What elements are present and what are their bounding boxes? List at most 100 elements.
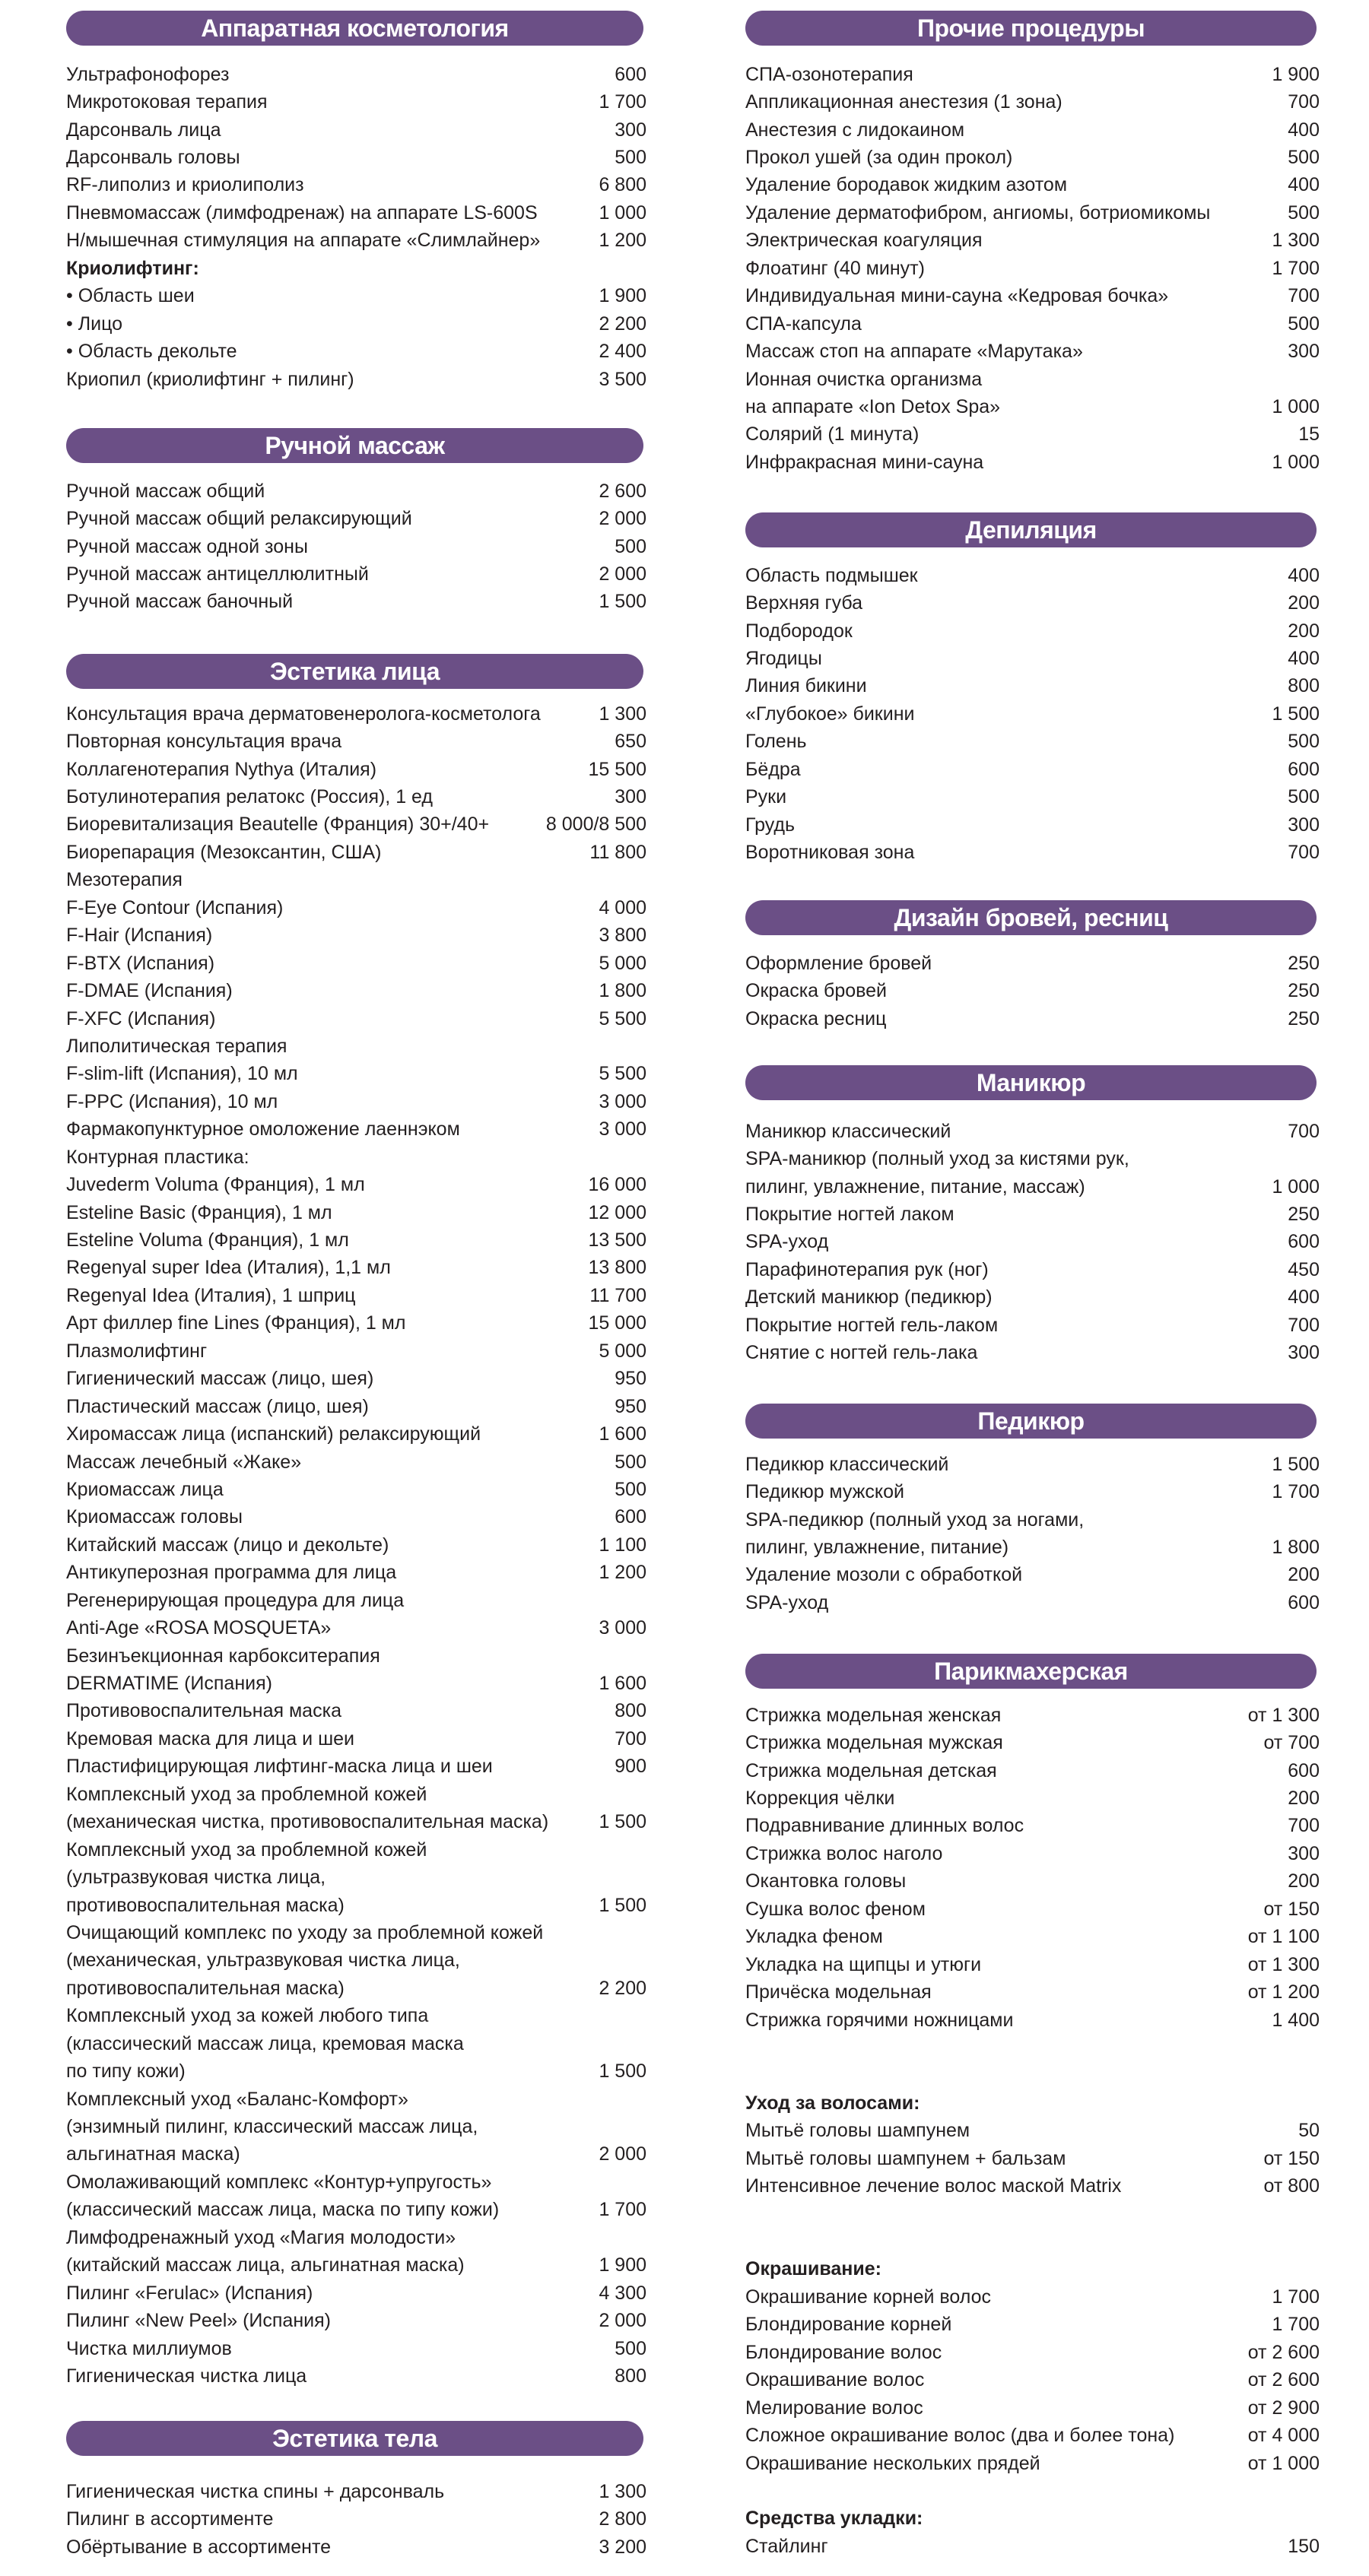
price-row: Гигиеническая чистка лица 800 bbox=[66, 2362, 646, 2390]
price-row: Криомассаж головы 600 bbox=[66, 1504, 646, 1531]
service-price: от 800 bbox=[1263, 2175, 1320, 2197]
price-row: F-XFC (Испания) 5 500 bbox=[66, 1005, 646, 1033]
service-price: от 1 000 bbox=[1247, 2452, 1320, 2474]
price-row: RF-липолиз и криолиполиз 6 800 bbox=[66, 172, 646, 199]
service-price: 1 600 bbox=[599, 1673, 646, 1695]
price-row: Повторная консультация врача 650 bbox=[66, 728, 646, 755]
service-name: Электрическая коагуляция bbox=[745, 230, 983, 252]
price-row: Esteline Basic (Франция), 1 мл 12 000 bbox=[66, 1199, 646, 1226]
service-price: 1 500 bbox=[599, 2060, 646, 2083]
service-price: 600 bbox=[1288, 1231, 1320, 1253]
price-row: Подравнивание длинных волос 700 bbox=[745, 1813, 1320, 1840]
service-name: Микротоковая терапия bbox=[66, 91, 268, 113]
service-name: RF-липолиз и криолиполиз bbox=[66, 174, 304, 196]
service-name: Фармакопунктурное омоложение лаеннэком bbox=[66, 1118, 460, 1140]
service-price: 500 bbox=[615, 147, 646, 169]
price-row: Стрижка модельная женская от 1 300 bbox=[745, 1702, 1320, 1729]
service-price: 700 bbox=[1288, 842, 1320, 864]
service-price: 250 bbox=[1288, 1007, 1320, 1029]
price-row: Верхняя губа 200 bbox=[745, 589, 1320, 617]
service-name: Средства укладки: bbox=[745, 2508, 923, 2530]
price-row: по типу кожи) 1 500 bbox=[66, 2057, 646, 2085]
service-price: 1 700 bbox=[1272, 257, 1320, 279]
price-row: Хиромассаж лица (испанский) релаксирующи… bbox=[66, 1420, 646, 1448]
service-name: Гигиеническая чистка лица bbox=[66, 2365, 307, 2387]
section-header: Прочие процедуры bbox=[745, 11, 1317, 46]
service-price: от 1 100 bbox=[1247, 1926, 1320, 1948]
price-row: F-Eye Contour (Испания) 4 000 bbox=[66, 894, 646, 922]
price-row: Окраска бровей 250 bbox=[745, 977, 1320, 1004]
service-price: 1 500 bbox=[599, 1894, 646, 1916]
price-row: Пневмомассаж (лимфодренаж) на аппарате L… bbox=[66, 199, 646, 227]
service-name: Контурная пластика: bbox=[66, 1146, 249, 1168]
price-row: DERMATIME (Испания) 1 600 bbox=[66, 1670, 646, 1697]
price-row: Комплексный уход за кожей любого типа bbox=[66, 2003, 646, 2030]
service-price: от 2 600 bbox=[1247, 2369, 1320, 2391]
service-price: 1 500 bbox=[599, 1811, 646, 1833]
price-row: (классический массаж лица, кремовая маск… bbox=[66, 2030, 646, 2057]
price-row: Ручной массаж баночный 1 500 bbox=[66, 588, 646, 616]
service-name: Интенсивное лечение волос маской Matrix bbox=[745, 2175, 1122, 2197]
service-name: Верхняя губа bbox=[745, 592, 863, 614]
service-price: 2 200 bbox=[599, 312, 646, 335]
price-row: Блондирование волос от 2 600 bbox=[745, 2339, 1320, 2366]
service-price: 500 bbox=[615, 2337, 646, 2359]
service-name: Причёска модельная bbox=[745, 1981, 932, 2003]
price-row: Индивидуальная мини-сауна «Кедровая бочк… bbox=[745, 283, 1320, 310]
price-row: Стрижка волос наголо 300 bbox=[745, 1840, 1320, 1867]
service-name: Прокол ушей (за один прокол) bbox=[745, 147, 1013, 169]
service-price: 200 bbox=[1288, 1870, 1320, 1892]
service-price: 11 700 bbox=[589, 1284, 646, 1306]
price-row: Ручной массаж одной зоны 500 bbox=[66, 533, 646, 560]
price-row: Пластический массаж (лицо, шея) 950 bbox=[66, 1393, 646, 1420]
service-price: 400 bbox=[1288, 564, 1320, 586]
price-row: Regenyal Idea (Италия), 1 шприц 11 700 bbox=[66, 1282, 646, 1309]
service-name: Ботулинотерапия релатокс (Россия), 1 ед bbox=[66, 786, 433, 808]
price-row: Массаж лечебный «Жаке» 500 bbox=[66, 1448, 646, 1476]
price-row: Лимфодренажный уход «Магия молодости» bbox=[66, 2224, 646, 2251]
price-row: Окрашивание нескольких прядей от 1 000 bbox=[745, 2450, 1320, 2477]
service-price: 300 bbox=[1288, 341, 1320, 363]
service-name: Блондирование волос bbox=[745, 2341, 942, 2363]
service-name: Очищающий комплекс по уходу за проблемно… bbox=[66, 1921, 544, 1943]
price-rows: Консультация врача дерматовенеролога-кос… bbox=[66, 700, 646, 2390]
service-price: 2 000 bbox=[599, 508, 646, 530]
service-price: 300 bbox=[1288, 1342, 1320, 1364]
service-name: Снятие с ногтей гель-лака bbox=[745, 1342, 978, 1364]
price-row: Стрижка модельная детская 600 bbox=[745, 1757, 1320, 1784]
price-row: Бёдра 600 bbox=[745, 756, 1320, 783]
service-name: Китайский массаж (лицо и декольте) bbox=[66, 1534, 389, 1556]
service-price: 1 700 bbox=[599, 91, 646, 113]
service-price: 700 bbox=[1288, 91, 1320, 113]
service-name: на аппарате «Ion Detox Spa» bbox=[745, 395, 1001, 417]
service-name: Уход за волосами: bbox=[745, 2092, 920, 2114]
service-price: 150 bbox=[1288, 2535, 1320, 2557]
service-price: 1 300 bbox=[599, 2480, 646, 2502]
service-name: Повторная консультация врача bbox=[66, 731, 342, 753]
service-price: 600 bbox=[1288, 1759, 1320, 1781]
price-row: Маникюр классический 700 bbox=[745, 1118, 1320, 1145]
price-row: Сушка волос феном от 150 bbox=[745, 1896, 1320, 1923]
price-row: Укладка феном от 1 100 bbox=[745, 1924, 1320, 1951]
service-name: Флоатинг (40 минут) bbox=[745, 257, 925, 279]
price-row: SPA-уход 600 bbox=[745, 1589, 1320, 1616]
service-name: Грудь bbox=[745, 814, 796, 836]
price-rows: Область подмышек 400 Верхняя губа 200 Подбор… bbox=[745, 562, 1320, 867]
price-row: Пилинг в ассортименте 2 800 bbox=[66, 2505, 646, 2533]
service-price: 650 bbox=[615, 731, 646, 753]
service-name: Regenyal super Idea (Италия), 1,1 мл bbox=[66, 1257, 391, 1279]
service-price: 6 800 bbox=[599, 174, 646, 196]
price-row bbox=[745, 2228, 1320, 2255]
service-name: Окраска ресниц bbox=[745, 1007, 887, 1029]
price-row: Биорепарация (Мезоксантин, США) 11 800 bbox=[66, 839, 646, 866]
price-row: Укладка на щипцы и утюги от 1 300 bbox=[745, 1951, 1320, 1978]
service-price: 2 400 bbox=[599, 341, 646, 363]
price-row: Причёска модельная от 1 200 bbox=[745, 1978, 1320, 2006]
service-name: (механическая чистка, противовоспалитель… bbox=[66, 1811, 549, 1833]
service-name: Мытьё головы шампунем + бальзам bbox=[745, 2147, 1066, 2169]
service-price: 1 700 bbox=[1272, 1481, 1320, 1503]
service-price: 600 bbox=[615, 1506, 646, 1528]
service-name: Удаление бородавок жидким азотом bbox=[745, 174, 1068, 196]
service-price: от 700 bbox=[1263, 1732, 1320, 1754]
service-price: 200 bbox=[1288, 620, 1320, 642]
